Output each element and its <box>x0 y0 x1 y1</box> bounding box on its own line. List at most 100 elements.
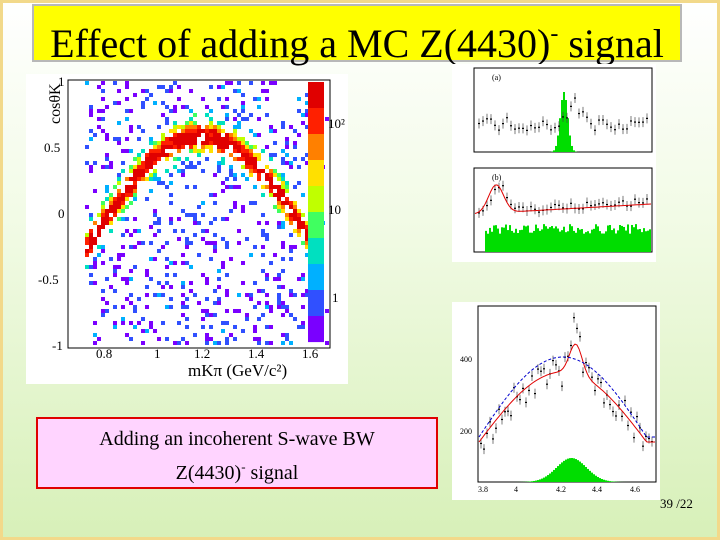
scatter-cell <box>181 301 185 305</box>
scatter-cell <box>117 265 121 269</box>
scatter-cell <box>265 233 269 237</box>
scatter-plot: cosθK mKπ (GeV/c²) 0.8 1 1.2 1.4 1.6 1 0… <box>38 74 345 380</box>
scatter-cell <box>89 245 93 249</box>
scatter-cell <box>277 185 281 189</box>
signal-histogram-bin <box>491 231 493 252</box>
scatter-cell <box>273 277 277 281</box>
color-scale-step <box>308 147 324 154</box>
scatter-cell <box>177 217 181 221</box>
mini-plot-c: 3.8 4 4.2 4.4 4.6 200 400 <box>452 302 660 500</box>
scatter-cell <box>129 169 133 173</box>
scatter-cell <box>85 205 89 209</box>
signal-histogram-bin <box>553 150 555 152</box>
data-point <box>558 204 560 206</box>
scatter-cell <box>181 281 185 285</box>
scatter-cell <box>193 141 197 145</box>
data-point <box>555 364 557 366</box>
data-point <box>574 97 576 99</box>
scatter-cell <box>161 137 165 141</box>
scatter-cell <box>85 241 89 245</box>
scatter-cell <box>285 337 289 341</box>
scatter-cell <box>169 305 173 309</box>
scatter-cell <box>129 129 133 133</box>
scatter-cell <box>233 133 237 137</box>
scatter-cell <box>261 213 265 217</box>
scatter-cell <box>261 149 265 153</box>
scatter-cell <box>253 337 257 341</box>
scatter-cell <box>257 317 261 321</box>
scatter-cell <box>237 145 241 149</box>
scatter-cell <box>237 229 241 233</box>
scatter-cell <box>245 149 249 153</box>
scatter-cell <box>125 185 129 189</box>
scatter-cell <box>121 277 125 281</box>
data-point <box>522 387 524 389</box>
scatter-cell <box>149 257 153 261</box>
signal-histogram-bin <box>555 226 557 252</box>
color-scale-step <box>308 121 324 128</box>
scatter-cell <box>145 89 149 93</box>
scatter-cell <box>205 297 209 301</box>
scatter-cell <box>89 249 93 253</box>
scatter-cell <box>205 277 209 281</box>
x-tick-label: 1.4 <box>248 346 265 361</box>
data-point <box>558 125 560 127</box>
scatter-cell <box>125 81 129 85</box>
scatter-cell <box>221 265 225 269</box>
scatter-cell <box>245 157 249 161</box>
data-point <box>498 129 500 131</box>
signal-histogram-bin <box>587 468 589 482</box>
scatter-cell <box>197 129 201 133</box>
scatter-cell <box>153 221 157 225</box>
scatter-cell <box>265 273 269 277</box>
scatter-cell <box>253 305 257 309</box>
scatter-cell <box>117 217 121 221</box>
scatter-plot-panel: cosθK mKπ (GeV/c²) 0.8 1 1.2 1.4 1.6 1 0… <box>26 74 348 384</box>
scatter-cell <box>89 109 93 113</box>
y-tick-label: -0.5 <box>38 272 59 287</box>
scatter-cell <box>181 133 185 137</box>
data-point <box>585 361 587 364</box>
scatter-cell <box>189 133 193 137</box>
scatter-cell <box>157 157 161 161</box>
scatter-cell <box>109 217 113 221</box>
color-scale-step <box>308 303 324 310</box>
scatter-cell <box>213 245 217 249</box>
scatter-cell <box>217 137 221 141</box>
scatter-cell <box>293 129 297 133</box>
scatter-cell <box>293 145 297 149</box>
scatter-cell <box>133 197 137 201</box>
y-tick-label: 400 <box>460 355 472 364</box>
scatter-cell <box>217 133 221 137</box>
scatter-cell <box>221 161 225 165</box>
mini-plot-c-svg: 3.8 4 4.2 4.4 4.6 200 400 <box>460 305 657 494</box>
scatter-cell <box>301 225 305 229</box>
scatter-cell <box>193 165 197 169</box>
scatter-cell <box>173 157 177 161</box>
scatter-cell <box>145 177 149 181</box>
scatter-cell <box>281 173 285 177</box>
scatter-cell <box>285 181 289 185</box>
signal-histogram-bin <box>569 224 571 252</box>
scatter-cell <box>101 313 105 317</box>
scatter-cell <box>193 137 197 141</box>
mini-plot-a-marks <box>478 92 648 152</box>
scatter-cell <box>209 141 213 145</box>
scatter-cell <box>257 337 261 341</box>
scatter-cell <box>89 165 93 169</box>
color-scale-step <box>308 186 324 193</box>
scatter-cell <box>225 289 229 293</box>
scatter-cell <box>89 237 93 241</box>
scatter-cell <box>305 241 309 245</box>
scatter-cell <box>173 109 177 113</box>
scatter-cell <box>93 161 97 165</box>
scatter-cell <box>173 165 177 169</box>
data-point <box>645 435 647 437</box>
scatter-cell <box>305 229 309 233</box>
signal-histogram-bin <box>497 228 499 252</box>
scatter-cell <box>113 81 117 85</box>
scatter-cell <box>161 141 165 145</box>
scatter-cell <box>209 133 213 137</box>
scatter-cell <box>249 81 253 85</box>
data-point <box>561 385 563 387</box>
